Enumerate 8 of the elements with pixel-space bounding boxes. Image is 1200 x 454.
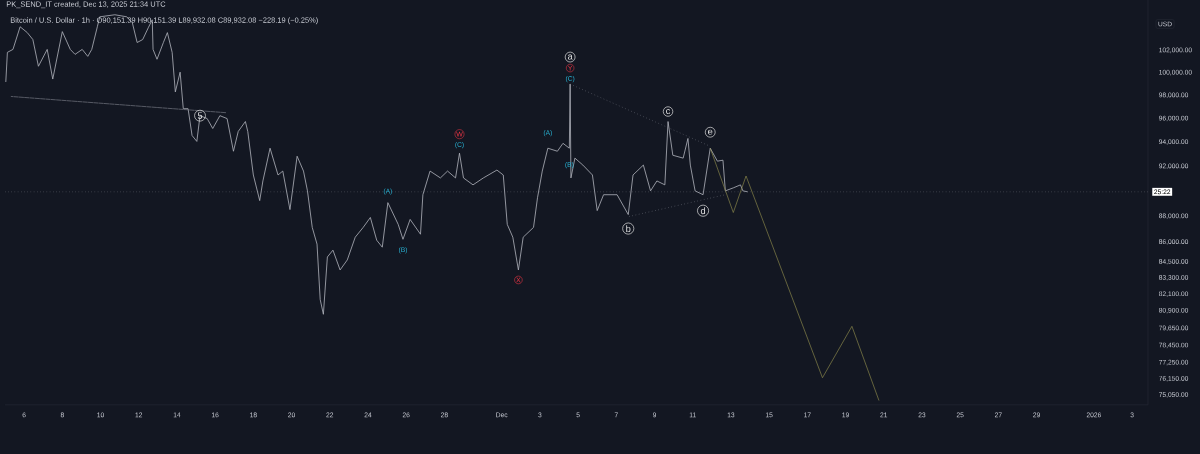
annotation: d bbox=[700, 207, 706, 215]
line-series bbox=[5, 14, 749, 315]
annotation: a bbox=[567, 54, 573, 60]
annotation: e bbox=[708, 129, 713, 135]
line-series bbox=[709, 147, 880, 401]
annotation: b bbox=[626, 225, 631, 232]
annotation: 5 bbox=[197, 112, 203, 119]
annotation: c bbox=[666, 108, 671, 115]
